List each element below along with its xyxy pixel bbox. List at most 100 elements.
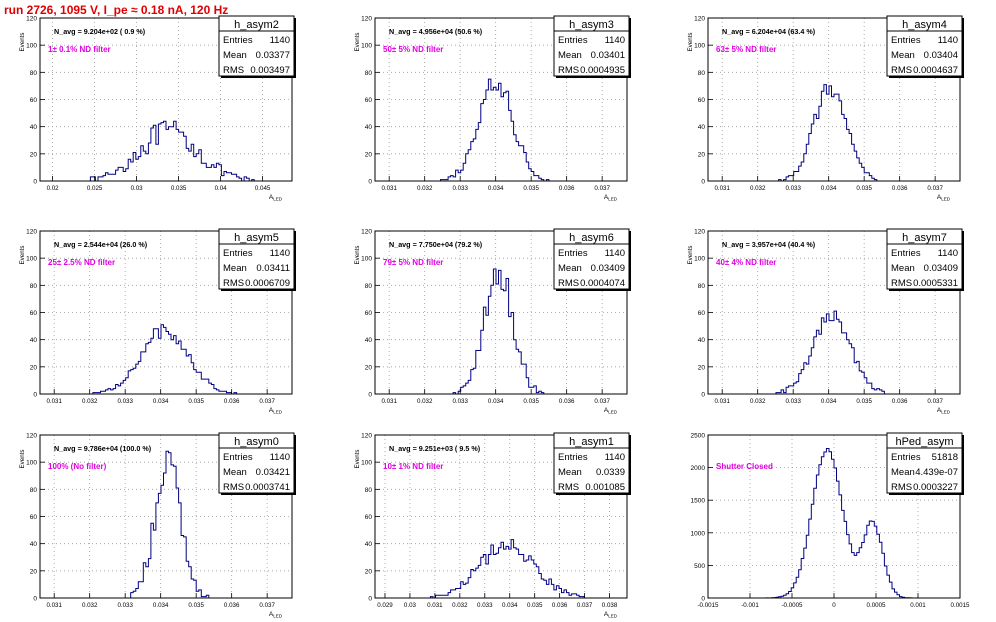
stats-label: Entries xyxy=(223,248,253,259)
stats-value: 1140 xyxy=(605,35,625,46)
stats-box xyxy=(553,228,630,290)
x-tick-label: 0.036 xyxy=(224,398,240,405)
y-tick-label: 100 xyxy=(694,43,705,50)
stats-label: Mean xyxy=(891,263,915,274)
stats-label: Mean xyxy=(558,263,582,274)
histogram-name: h_asym2 xyxy=(234,19,279,31)
x-tick-label: 0.036 xyxy=(224,602,240,609)
y-tick-label: 40 xyxy=(365,541,373,548)
histogram-name: h_asym0 xyxy=(234,436,279,448)
y-tick-label: 80 xyxy=(698,70,706,77)
stats-value: 0.0006709 xyxy=(245,278,290,289)
y-tick-label: 1000 xyxy=(691,530,706,537)
histogram-name: h_asym6 xyxy=(569,232,614,244)
histogram-panel-h_asym3: 0 20 40 60 80 100 120 0.031 0.032 0.033 0.034 0.035… xyxy=(354,15,631,202)
filter-label: 63± 5% ND filter xyxy=(716,45,776,54)
x-tick-label: 0.034 xyxy=(821,398,837,405)
y-tick-label: 80 xyxy=(698,283,706,290)
histogram-line xyxy=(708,84,960,182)
x-tick-label: 0 xyxy=(832,602,836,609)
stats-label: RMS xyxy=(891,482,912,493)
y-tick-label: 120 xyxy=(694,229,705,236)
stats-value: 1140 xyxy=(270,35,290,46)
x-tick-label: 0.029 xyxy=(377,602,393,609)
stats-value: 1140 xyxy=(270,248,290,259)
y-tick-label: 120 xyxy=(361,433,372,440)
filter-label: Shutter Closed xyxy=(716,462,773,471)
x-tick-label: -0.001 xyxy=(741,602,759,609)
x-tick-label: 0.0015 xyxy=(951,602,970,609)
x-tick-label: 0.035 xyxy=(188,602,204,609)
stats-value: 0.03401 xyxy=(591,50,625,61)
y-tick-label: 80 xyxy=(365,70,373,77)
stats-label: Entries xyxy=(223,452,253,463)
x-tick-label: 0.035 xyxy=(527,602,543,609)
stats-value: 1140 xyxy=(605,248,625,259)
y-tick-label: 0 xyxy=(701,179,705,186)
stats-value: 1140 xyxy=(938,248,958,259)
histogram-panel-h_asym7: 0 20 40 60 80 100 120 0.031 0.032 0.033 0.034 0.035… xyxy=(687,228,964,415)
stats-label: Entries xyxy=(891,452,921,463)
x-tick-label: 0.03 xyxy=(131,185,144,192)
page-title: run 2726, 1095 V, I_pe ≈ 0.18 nA, 120 Hz xyxy=(4,3,229,17)
y-tick-label: 100 xyxy=(361,460,372,467)
x-tick-label: 0.035 xyxy=(188,398,204,405)
histogram-name: h_asym1 xyxy=(569,436,614,448)
x-tick-label: 0.032 xyxy=(452,602,468,609)
x-tick-label: 0.037 xyxy=(259,602,275,609)
x-tick-label: 0.033 xyxy=(785,398,801,405)
filter-label: 79± 5% ND filter xyxy=(383,258,443,267)
stats-box xyxy=(218,432,295,494)
x-tick-label: 0.04 xyxy=(215,185,228,192)
y-tick-label: 20 xyxy=(30,364,38,371)
stats-value: 0.03409 xyxy=(924,263,958,274)
x-tick-label: 0.034 xyxy=(153,398,169,405)
stats-box xyxy=(886,15,963,77)
stats-value: 4.439e-07 xyxy=(915,467,958,478)
navg-label: N_avg = 9.204e+02 ( 0.9 %) xyxy=(54,27,146,36)
y-axis-label: Events xyxy=(687,33,694,52)
x-tick-label: 0.031 xyxy=(381,398,397,405)
x-tick-label: 0.032 xyxy=(417,398,433,405)
y-tick-label: 1500 xyxy=(691,498,706,505)
x-tick-label: 0.031 xyxy=(714,185,730,192)
stats-value: 0.0004637 xyxy=(913,65,958,76)
histogram-name: h_asym5 xyxy=(234,232,279,244)
y-tick-label: 120 xyxy=(694,16,705,23)
histogram-panel-hPed_asym: 0 500 1000 1500 2000 2500 -0.0015 -0.001 -0.0005… xyxy=(691,432,970,609)
stats-box xyxy=(218,228,295,290)
stats-label: Mean xyxy=(223,50,247,61)
x-tick-label: -0.0005 xyxy=(782,602,804,609)
x-tick-label: 0.035 xyxy=(523,398,539,405)
y-tick-label: 80 xyxy=(30,487,38,494)
y-tick-label: 100 xyxy=(361,256,372,263)
histogram-name: hPed_asym xyxy=(895,436,953,448)
histogram-line xyxy=(375,78,627,182)
x-tick-label: 0.035 xyxy=(856,185,872,192)
y-tick-label: 60 xyxy=(365,310,373,317)
stats-value: 0.001085 xyxy=(585,482,625,493)
filter-label: 50± 5% ND filter xyxy=(383,45,443,54)
x-tick-label: 0.037 xyxy=(594,398,610,405)
y-tick-label: 120 xyxy=(26,229,37,236)
y-tick-label: 120 xyxy=(361,229,372,236)
y-tick-label: 0 xyxy=(33,392,37,399)
histogram-panel-h_asym1: 0 20 40 60 80 100 120 0.029 0.03 0.031 0.032 0.033 0… xyxy=(354,432,631,619)
x-tick-label: 0.037 xyxy=(594,185,610,192)
y-tick-label: 80 xyxy=(30,283,38,290)
y-tick-label: 20 xyxy=(698,151,706,158)
stats-label: RMS xyxy=(891,278,912,289)
x-tick-label: 0.02 xyxy=(47,185,60,192)
x-tick-label: 0.031 xyxy=(46,398,62,405)
y-tick-label: 0 xyxy=(368,179,372,186)
stats-value: 0.0005331 xyxy=(913,278,958,289)
y-tick-label: 120 xyxy=(26,16,37,23)
stats-label: Mean xyxy=(223,263,247,274)
histogram-panel-h_asym5: 0 20 40 60 80 100 120 0.031 0.032 0.033 0.034 0.035… xyxy=(19,228,296,415)
stats-label: Entries xyxy=(891,35,921,46)
x-tick-label: 0.037 xyxy=(577,602,593,609)
y-tick-label: 60 xyxy=(30,310,38,317)
stats-value: 0.03409 xyxy=(591,263,625,274)
stats-label: Entries xyxy=(891,248,921,259)
y-tick-label: 0 xyxy=(33,596,37,603)
